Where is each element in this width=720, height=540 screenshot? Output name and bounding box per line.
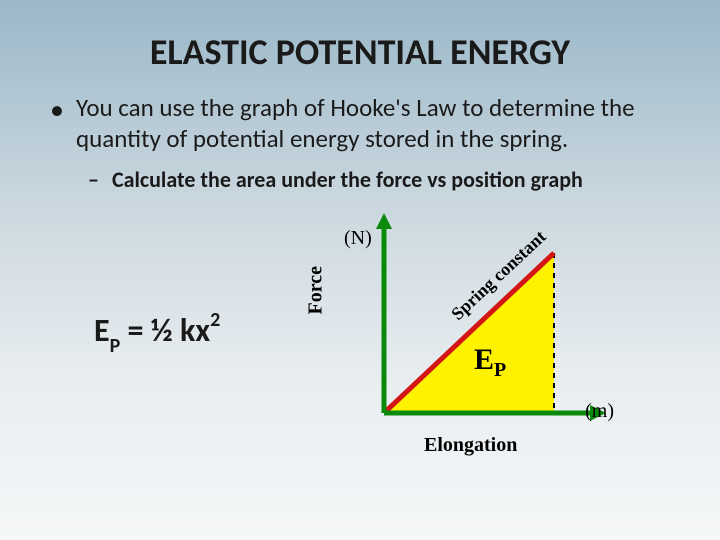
- bullet-main: You can use the graph of Hooke's Law to …: [50, 92, 680, 155]
- chart-x-label: Elongation: [424, 434, 517, 457]
- chart-y-arrow: [376, 213, 392, 229]
- formula: EP = ½ kx2: [94, 311, 324, 354]
- chart-area-label-base: E: [474, 343, 494, 376]
- chart-x-unit: (m): [585, 400, 614, 423]
- formula-subscript: P: [110, 334, 121, 358]
- chart: Force (N) Elongation (m) Spring constant…: [324, 213, 624, 453]
- formula-superscript: 2: [210, 308, 220, 332]
- lower-area: EP = ½ kx2 Force (N) Elongation (m) S: [40, 213, 680, 453]
- chart-area-label: EP: [474, 343, 506, 382]
- formula-base: E: [94, 311, 110, 350]
- chart-y-unit: (N): [344, 227, 372, 250]
- chart-y-label: Force: [305, 266, 328, 315]
- slide-title: ELASTIC POTENTIAL ENERGY: [40, 30, 680, 74]
- chart-area-label-sub: P: [494, 359, 506, 381]
- bullet-sub: Calculate the area under the force vs po…: [88, 167, 680, 193]
- slide: ELASTIC POTENTIAL ENERGY You can use the…: [0, 0, 720, 540]
- formula-equals: = ½ kx: [120, 311, 210, 350]
